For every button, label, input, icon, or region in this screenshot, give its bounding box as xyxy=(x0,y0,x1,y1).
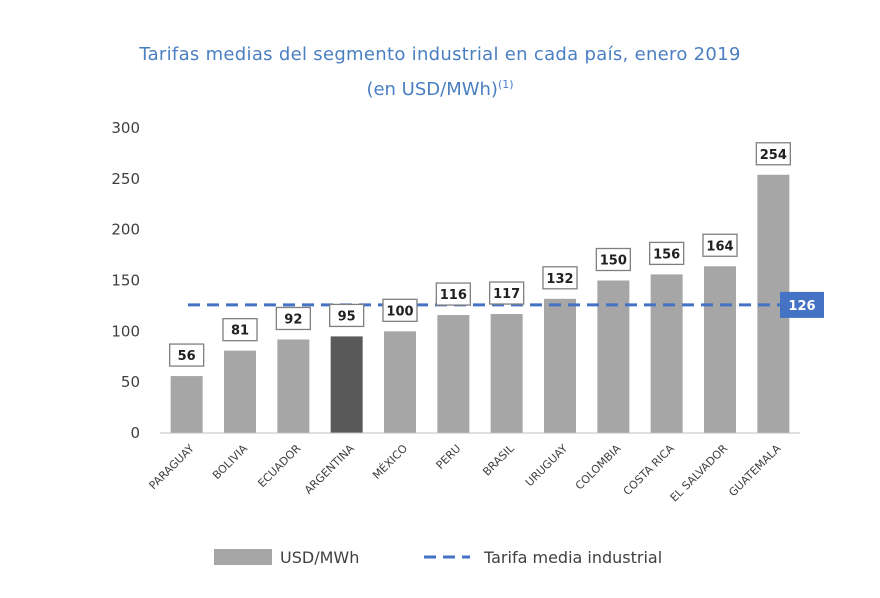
x-category-label: URUGUAY xyxy=(523,442,570,489)
data-labels: 56 81 92 95 100 116 117 132 150 156 164 254 xyxy=(169,142,791,367)
data-label-box xyxy=(275,306,311,331)
y-tick-label: 300 xyxy=(111,119,140,137)
chart-title-block: Tarifas medias del segmento industrial e… xyxy=(0,40,880,105)
data-label-box xyxy=(489,281,525,305)
bar xyxy=(277,339,310,433)
data-label-box xyxy=(222,317,258,342)
bar xyxy=(544,298,576,433)
chart-subtitle: (en USD/MWh)(1) xyxy=(0,70,880,105)
x-category-label: ECUADOR xyxy=(255,442,303,490)
bar xyxy=(224,350,256,433)
data-label-box xyxy=(542,266,578,290)
data-label-box xyxy=(649,241,685,266)
y-tick-label: 50 xyxy=(121,373,140,391)
data-label-box xyxy=(595,247,631,272)
y-tick-label: 200 xyxy=(111,221,140,239)
data-label-box xyxy=(702,233,738,257)
data-label: 132 xyxy=(546,272,573,287)
x-category-label: MÉXICO xyxy=(370,442,410,482)
bar xyxy=(704,266,736,433)
data-label: 164 xyxy=(706,239,733,254)
x-category-label: COLOMBIA xyxy=(573,442,624,493)
y-tick-label: 250 xyxy=(111,170,140,188)
data-label-box xyxy=(435,282,471,306)
bar xyxy=(597,280,630,433)
x-category-label: COSTA RICA xyxy=(621,442,677,498)
data-label: 81 xyxy=(231,324,249,339)
data-label: 156 xyxy=(653,247,680,262)
chart-subtitle-footnote: (1) xyxy=(497,78,514,91)
bar xyxy=(170,376,203,433)
bar xyxy=(490,314,523,433)
data-label: 100 xyxy=(386,304,413,319)
chart-subtitle-text: (en USD/MWh) xyxy=(366,79,498,100)
bar xyxy=(384,331,416,433)
y-axis: 0 50 100 150 200 250 300 xyxy=(111,119,140,442)
data-label-box xyxy=(329,303,365,328)
x-category-label: PARAGUAY xyxy=(147,442,197,492)
data-label-box xyxy=(755,142,791,166)
bar xyxy=(437,315,470,433)
y-tick-label: 150 xyxy=(111,272,140,290)
legend: USD/MWh Tarifa media industrial xyxy=(214,548,662,567)
x-category-label: BOLIVIA xyxy=(210,442,250,482)
bars xyxy=(170,174,790,433)
data-label-box xyxy=(382,298,418,322)
chart-title: Tarifas medias del segmento industrial e… xyxy=(139,44,741,65)
data-label: 117 xyxy=(493,287,520,302)
reference-label: 126 xyxy=(788,299,815,314)
data-label: 254 xyxy=(760,148,787,163)
data-label: 95 xyxy=(338,309,356,324)
x-category-label: BRASIL xyxy=(480,441,517,478)
data-label: 92 xyxy=(284,312,302,327)
legend-swatch-bars xyxy=(214,549,272,565)
x-category-label: EL SALVADOR xyxy=(668,442,731,505)
data-label: 56 xyxy=(178,349,196,364)
x-category-label: GUATEMALA xyxy=(726,442,783,499)
bar xyxy=(330,336,363,433)
y-tick-label: 0 xyxy=(130,424,140,442)
data-label: 116 xyxy=(440,288,467,303)
y-tick-label: 100 xyxy=(111,322,140,340)
data-label-box xyxy=(169,343,205,367)
bar xyxy=(650,274,683,433)
legend-label-bars: USD/MWh xyxy=(280,548,359,567)
data-label: 150 xyxy=(600,254,627,269)
x-category-label: ARGENTINA xyxy=(302,442,357,497)
reference-label-box xyxy=(780,291,824,318)
x-category-label: PERU xyxy=(434,442,464,472)
reference-line-group: 126 xyxy=(188,291,824,318)
legend-label-line: Tarifa media industrial xyxy=(483,548,662,567)
